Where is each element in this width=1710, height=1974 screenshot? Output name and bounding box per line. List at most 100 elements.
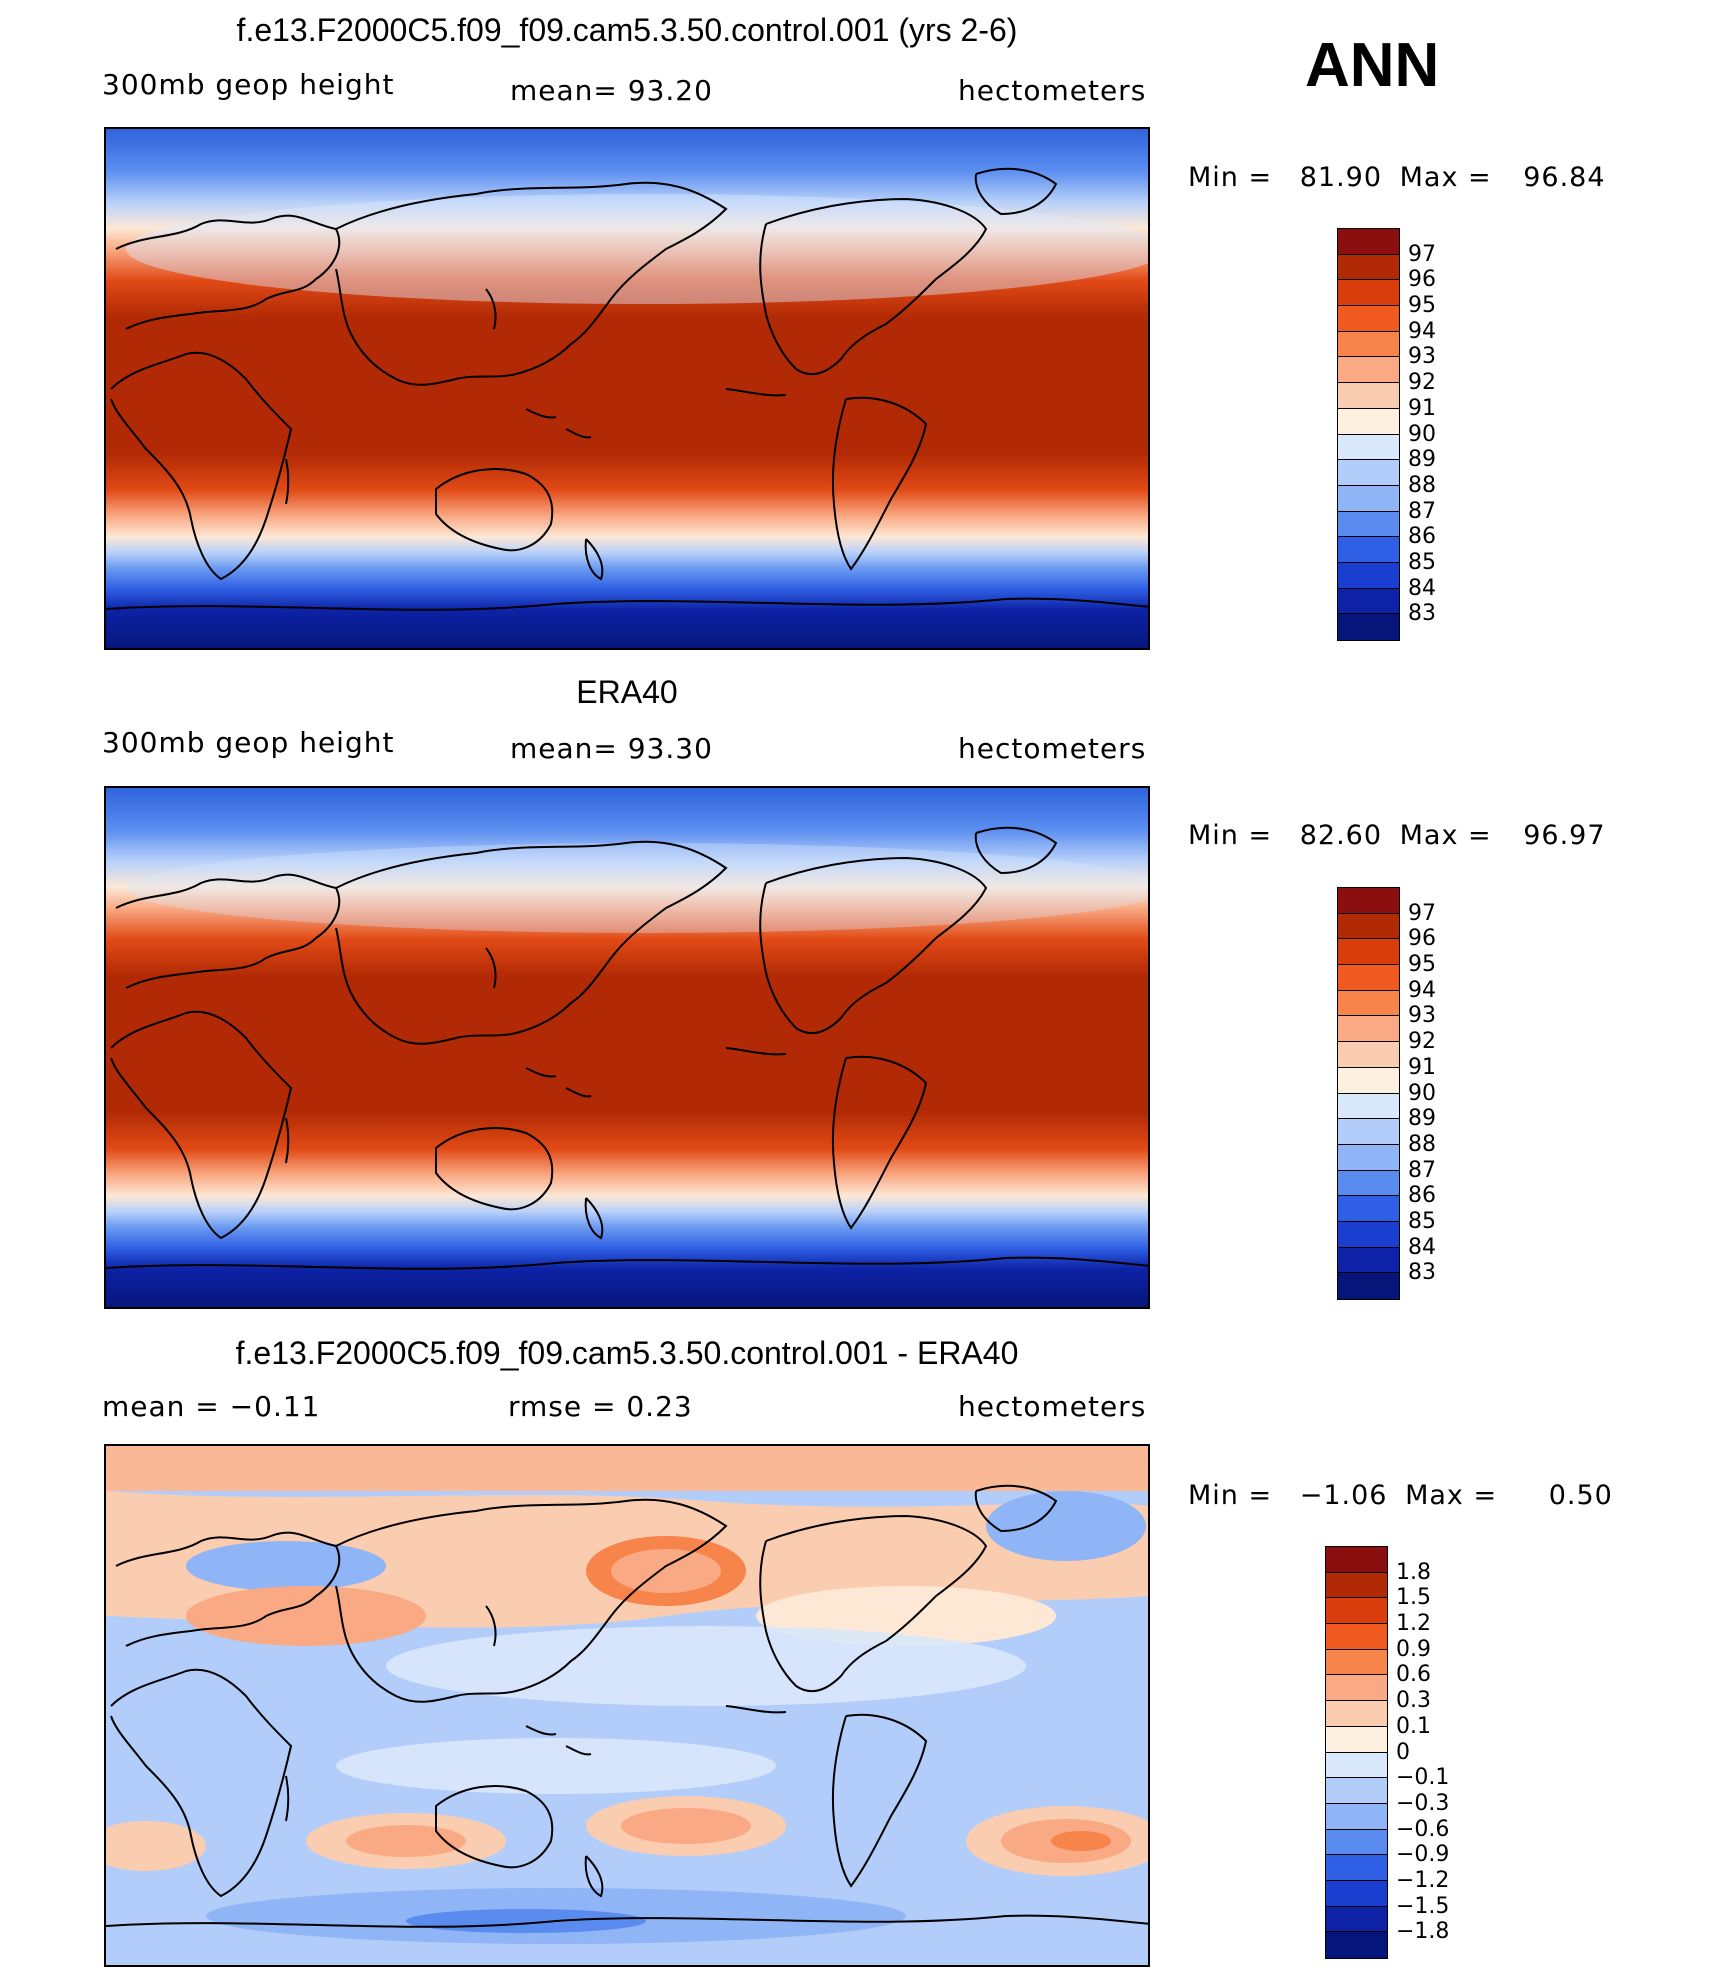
colorbar-tick-label: −1.2 bbox=[1396, 1867, 1450, 1893]
colorbar-swatch bbox=[1326, 1726, 1387, 1753]
colorbar-tick-label: 88 bbox=[1408, 1131, 1436, 1157]
colorbar-swatch bbox=[1338, 939, 1399, 966]
panel-variable-label-obs: 300mb geop height bbox=[102, 726, 395, 759]
colorbar-tick-label: 0.3 bbox=[1396, 1688, 1431, 1714]
colorbar-swatch bbox=[1338, 888, 1399, 914]
min-label: Min = bbox=[1188, 1480, 1273, 1511]
colorbar-tick-label: 92 bbox=[1408, 1029, 1436, 1055]
colorbar-swatch bbox=[1338, 383, 1399, 409]
colorbar-diff bbox=[1325, 1546, 1388, 1959]
colorbar-swatch bbox=[1338, 965, 1399, 991]
colorbar-swatch bbox=[1326, 1701, 1387, 1727]
colorbar-tick-label: 96 bbox=[1408, 267, 1436, 293]
colorbar-swatch bbox=[1326, 1752, 1387, 1779]
colorbar-swatch bbox=[1326, 1598, 1387, 1625]
colorbar-swatch bbox=[1338, 1119, 1399, 1145]
max-label: Max = bbox=[1405, 1480, 1498, 1511]
colorbar-swatch bbox=[1338, 588, 1399, 615]
colorbar-tick-label: −0.1 bbox=[1396, 1765, 1450, 1791]
colorbar-tick-label: 0.6 bbox=[1396, 1662, 1431, 1688]
max-label: Max = bbox=[1399, 820, 1492, 851]
colorbar-tick-label: 97 bbox=[1408, 241, 1436, 267]
colorbar-swatch bbox=[1338, 460, 1399, 486]
colorbar-tick-label: 87 bbox=[1408, 498, 1436, 524]
colorbar-swatch bbox=[1338, 562, 1399, 589]
colorbar-swatch bbox=[1338, 280, 1399, 307]
panel-title-obs: ERA40 bbox=[576, 674, 678, 710]
colorbar-tick-label: 91 bbox=[1408, 1054, 1436, 1080]
colorbar-model bbox=[1337, 228, 1400, 641]
colorbar-tick-label: −0.9 bbox=[1396, 1842, 1450, 1868]
colorbar-swatch bbox=[1338, 331, 1399, 358]
colorbar-swatch bbox=[1326, 1649, 1387, 1676]
colorbar-swatch bbox=[1338, 614, 1399, 640]
colorbar-tick-label: 1.8 bbox=[1396, 1559, 1431, 1585]
min-label: Min = bbox=[1188, 820, 1273, 851]
colorbar-tick-label: −0.3 bbox=[1396, 1790, 1450, 1816]
colorbar-swatch bbox=[1338, 1170, 1399, 1197]
colorbar-swatch bbox=[1338, 990, 1399, 1017]
colorbar-swatch bbox=[1326, 1829, 1387, 1856]
colorbar-tick-label: 95 bbox=[1408, 293, 1436, 319]
panel-units-label-obs: hectometers bbox=[958, 732, 1147, 765]
min-value: 81.90 bbox=[1299, 162, 1383, 193]
colorbar-tick-label: 88 bbox=[1408, 472, 1436, 498]
colorbar-swatch bbox=[1338, 1067, 1399, 1094]
colorbar-obs bbox=[1337, 887, 1400, 1300]
colorbar-swatch bbox=[1326, 1572, 1387, 1599]
max-value: 0.50 bbox=[1548, 1480, 1613, 1511]
map-model bbox=[104, 127, 1150, 650]
colorbar-swatch bbox=[1326, 1880, 1387, 1907]
colorbar-swatch bbox=[1326, 1624, 1387, 1650]
colorbar-tick-label: 95 bbox=[1408, 952, 1436, 978]
colorbar-tick-label: 94 bbox=[1408, 977, 1436, 1003]
colorbar-swatch bbox=[1338, 229, 1399, 255]
panel-title-diff: f.e13.F2000C5.f09_f09.cam5.3.50.control.… bbox=[235, 1335, 1019, 1371]
panel-mean-label-obs: mean= 93.30 bbox=[510, 732, 713, 765]
colorbar-swatch bbox=[1338, 511, 1399, 538]
panel-rmse-label-diff: rmse = 0.23 bbox=[508, 1390, 693, 1423]
colorbar-swatch bbox=[1338, 1247, 1399, 1274]
colorbar-swatch bbox=[1338, 1273, 1399, 1299]
panel-mean-label-diff: mean = −0.11 bbox=[102, 1390, 321, 1423]
colorbar-tick-label: 89 bbox=[1408, 447, 1436, 473]
colorbar-tick-label: −0.6 bbox=[1396, 1816, 1450, 1842]
colorbar-swatch bbox=[1338, 306, 1399, 332]
colorbar-tick-label: 96 bbox=[1408, 926, 1436, 952]
colorbar-swatch bbox=[1338, 254, 1399, 281]
minmax-model: Min = 81.90 Max = 96.84 bbox=[1188, 162, 1606, 193]
colorbar-swatch bbox=[1338, 1144, 1399, 1171]
colorbar-tick-label: 93 bbox=[1408, 1003, 1436, 1029]
colorbar-tick-label: 83 bbox=[1408, 601, 1436, 627]
colorbar-swatch bbox=[1338, 408, 1399, 435]
colorbar-tick-label: 90 bbox=[1408, 421, 1436, 447]
colorbar-tick-label: 85 bbox=[1408, 549, 1436, 575]
min-label: Min = bbox=[1188, 162, 1273, 193]
colorbar-swatch bbox=[1338, 1221, 1399, 1248]
colorbar-tick-label: −1.5 bbox=[1396, 1893, 1450, 1919]
colorbar-swatch bbox=[1338, 357, 1399, 384]
colorbar-tick-label: 87 bbox=[1408, 1157, 1436, 1183]
colorbar-swatch bbox=[1338, 1093, 1399, 1120]
colorbar-tick-label: 84 bbox=[1408, 1234, 1436, 1260]
colorbar-swatch bbox=[1338, 485, 1399, 512]
colorbar-swatch bbox=[1338, 1016, 1399, 1043]
map-field-diff bbox=[106, 1446, 1148, 1965]
panel-units-label-model: hectometers bbox=[958, 74, 1147, 107]
panel-variable-label-model: 300mb geop height bbox=[102, 68, 395, 101]
colorbar-swatch bbox=[1326, 1906, 1387, 1933]
panel-title-model: f.e13.F2000C5.f09_f09.cam5.3.50.control.… bbox=[236, 12, 1018, 48]
colorbar-tick-label: 90 bbox=[1408, 1080, 1436, 1106]
panel-units-label-diff: hectometers bbox=[958, 1390, 1147, 1423]
panel-mean-label-model: mean= 93.20 bbox=[510, 74, 713, 107]
colorbar-tick-label: 86 bbox=[1408, 524, 1436, 550]
colorbar-swatch bbox=[1338, 434, 1399, 461]
min-value: 82.60 bbox=[1299, 820, 1383, 851]
colorbar-tick-label: 86 bbox=[1408, 1183, 1436, 1209]
colorbar-swatch bbox=[1338, 913, 1399, 940]
colorbar-tick-label: 0 bbox=[1396, 1739, 1410, 1765]
colorbar-swatch bbox=[1326, 1932, 1387, 1958]
season-label: ANN bbox=[1305, 31, 1440, 100]
colorbar-tick-label: −1.8 bbox=[1396, 1919, 1450, 1945]
min-value: −1.06 bbox=[1299, 1480, 1388, 1511]
